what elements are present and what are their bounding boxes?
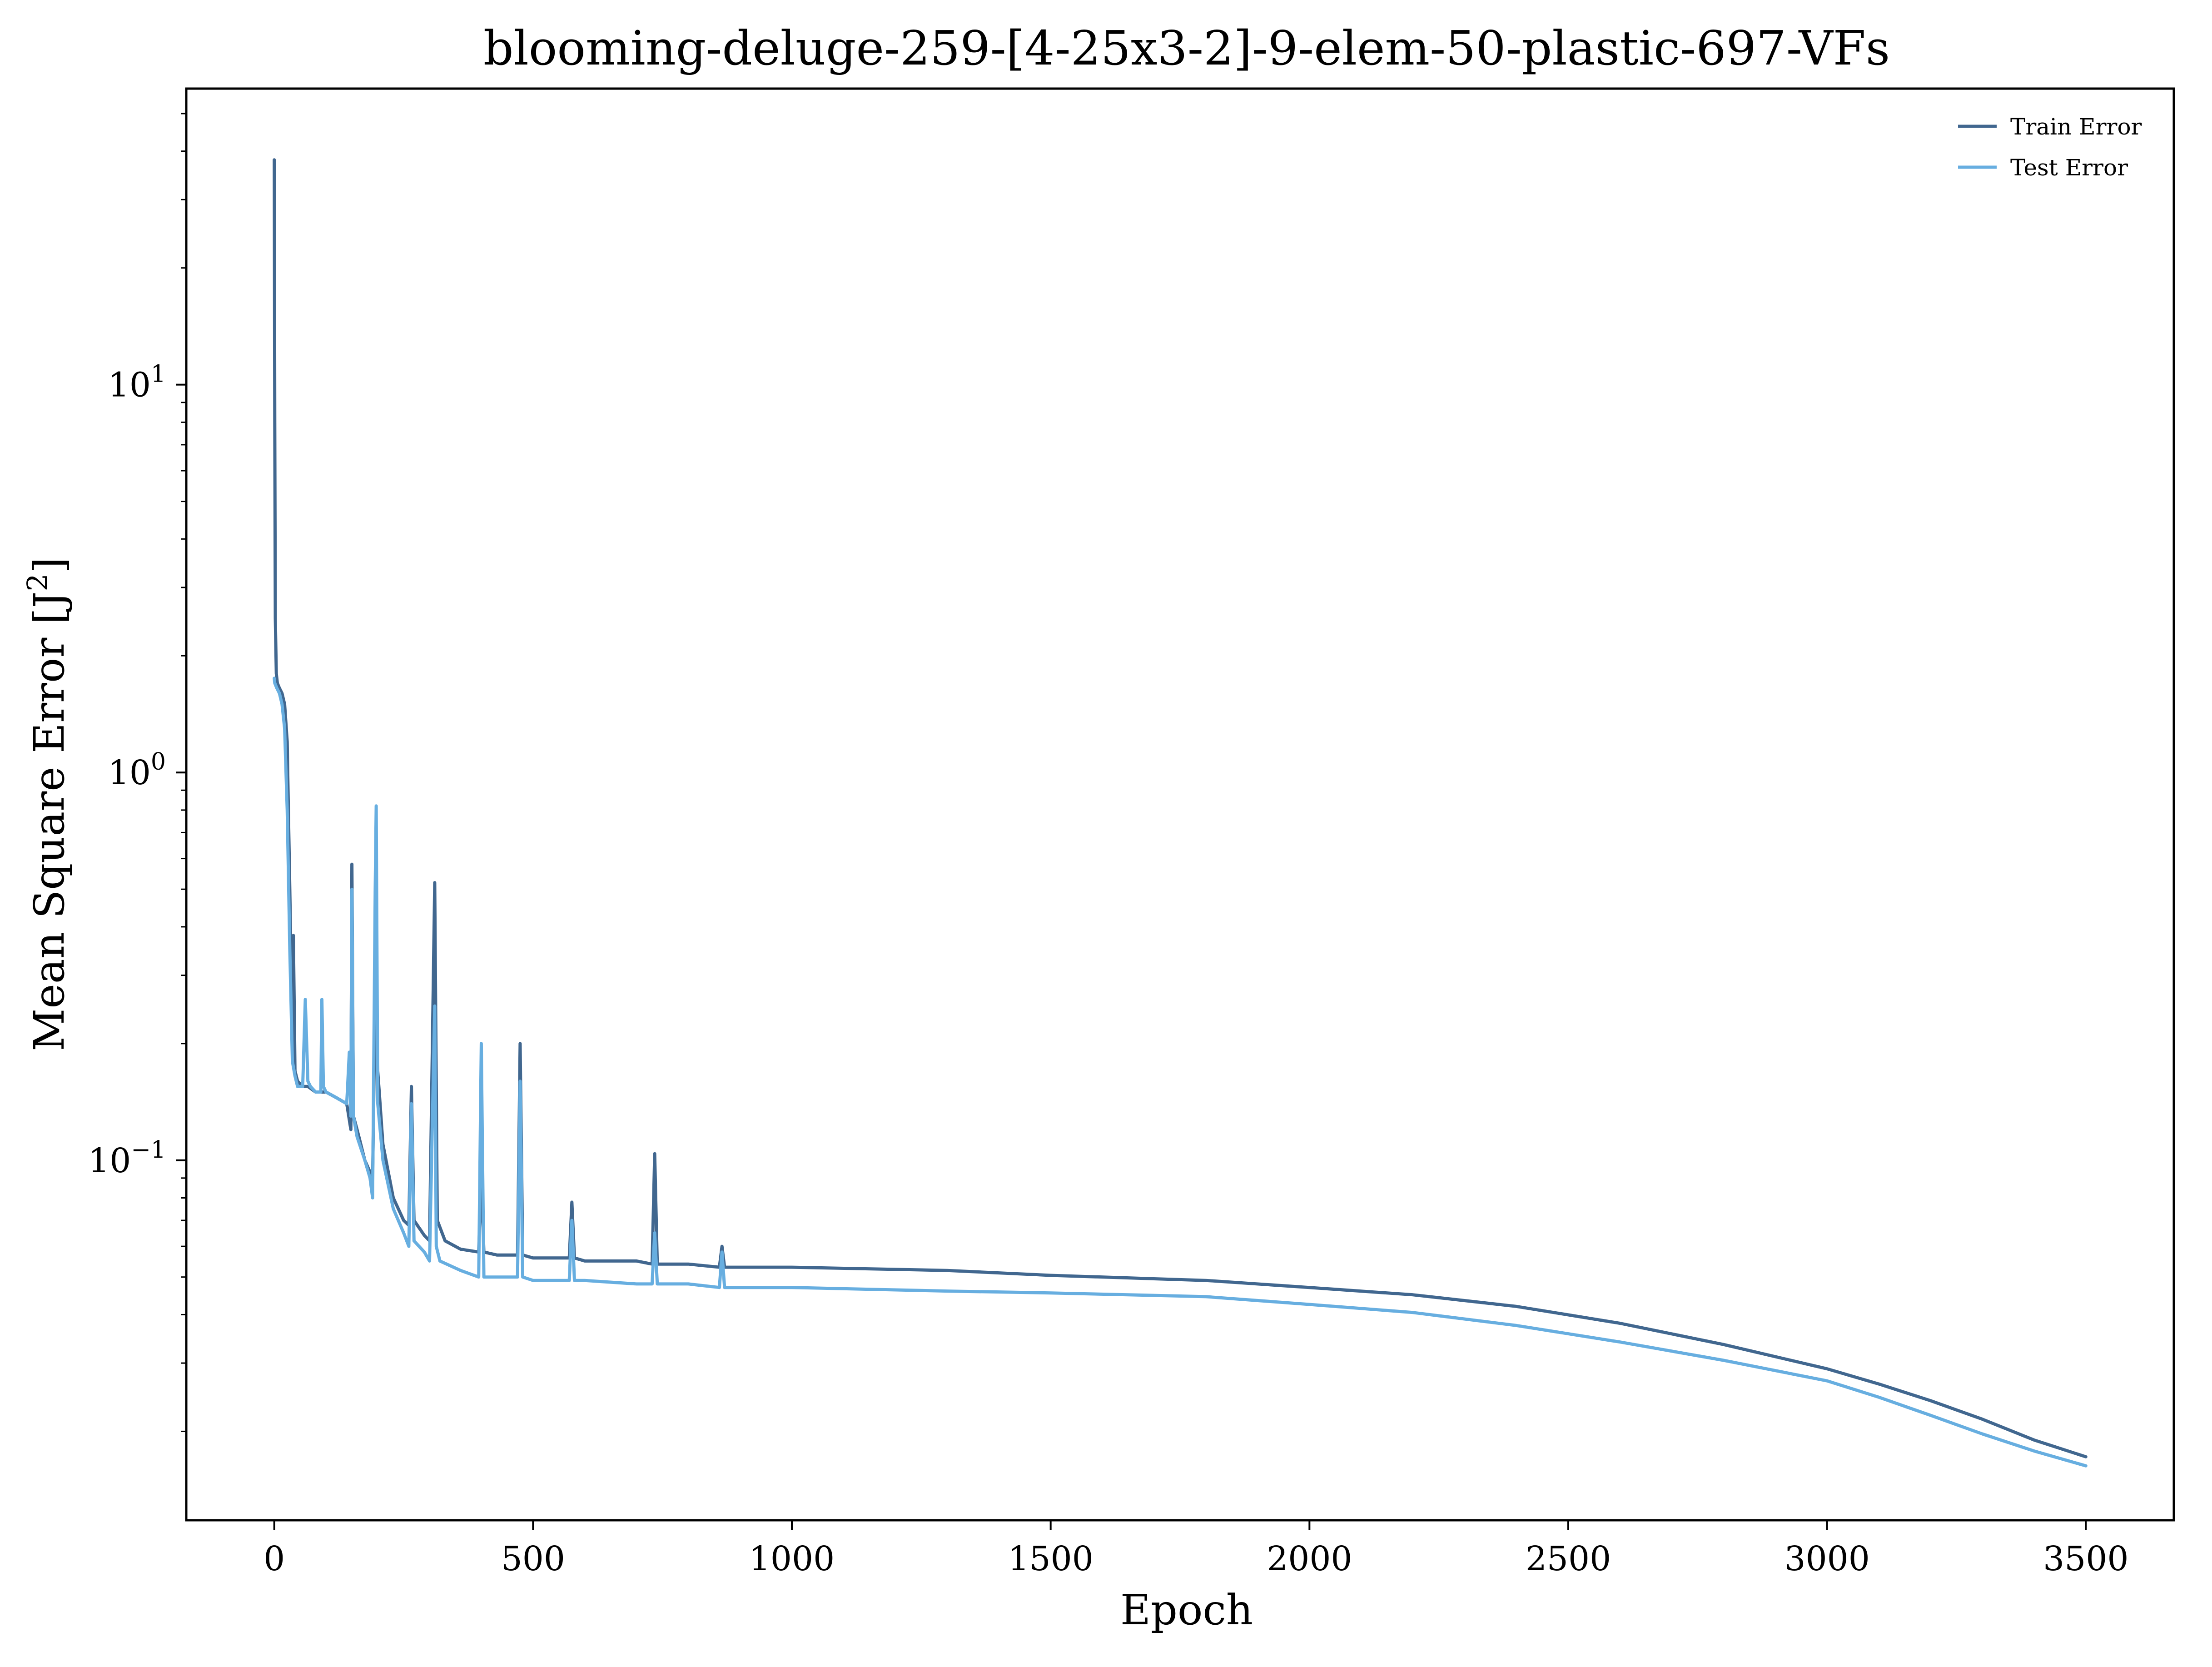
x-axis-label: Epoch xyxy=(1120,1586,1253,1634)
y-axis: 101 100 10−1 xyxy=(88,113,186,1432)
x-tick-label: 2500 xyxy=(1526,1539,1611,1578)
x-tick-label: 2000 xyxy=(1267,1539,1352,1578)
plot-frame xyxy=(185,87,2175,1522)
y-tick-label: 100 xyxy=(108,748,166,792)
legend: Train Error Test Error xyxy=(1958,114,2142,181)
x-tick-label: 1500 xyxy=(1008,1539,1094,1578)
y-tick-label: 10−1 xyxy=(88,1136,166,1180)
legend-label: Test Error xyxy=(2010,154,2128,181)
x-tick-label: 1000 xyxy=(749,1539,835,1578)
x-tick-label: 500 xyxy=(501,1539,565,1578)
y-tick-label: 101 xyxy=(108,361,166,405)
legend-label: Train Error xyxy=(2010,114,2142,140)
x-tick-label: 3000 xyxy=(1784,1539,1869,1578)
x-tick-label: 0 xyxy=(263,1539,285,1578)
y-axis-label-superscript: 2 xyxy=(21,573,54,591)
plot-area xyxy=(185,87,2175,1522)
series-line-test-error xyxy=(273,677,2088,1468)
series-layer xyxy=(273,158,2088,1468)
y-axis-label: Mean Square Error [J2] xyxy=(21,557,74,1051)
y-axis-label-end: ] xyxy=(25,557,74,573)
x-tick-label: 3500 xyxy=(2043,1539,2128,1578)
y-axis-label-text: Mean Square Error [J xyxy=(25,592,74,1051)
x-axis: 0 500 1000 1500 2000 2500 3000 3500 xyxy=(263,1520,2128,1578)
chart-title: blooming-deluge-259-[4-25x3-2]-9-elem-50… xyxy=(483,20,1890,76)
